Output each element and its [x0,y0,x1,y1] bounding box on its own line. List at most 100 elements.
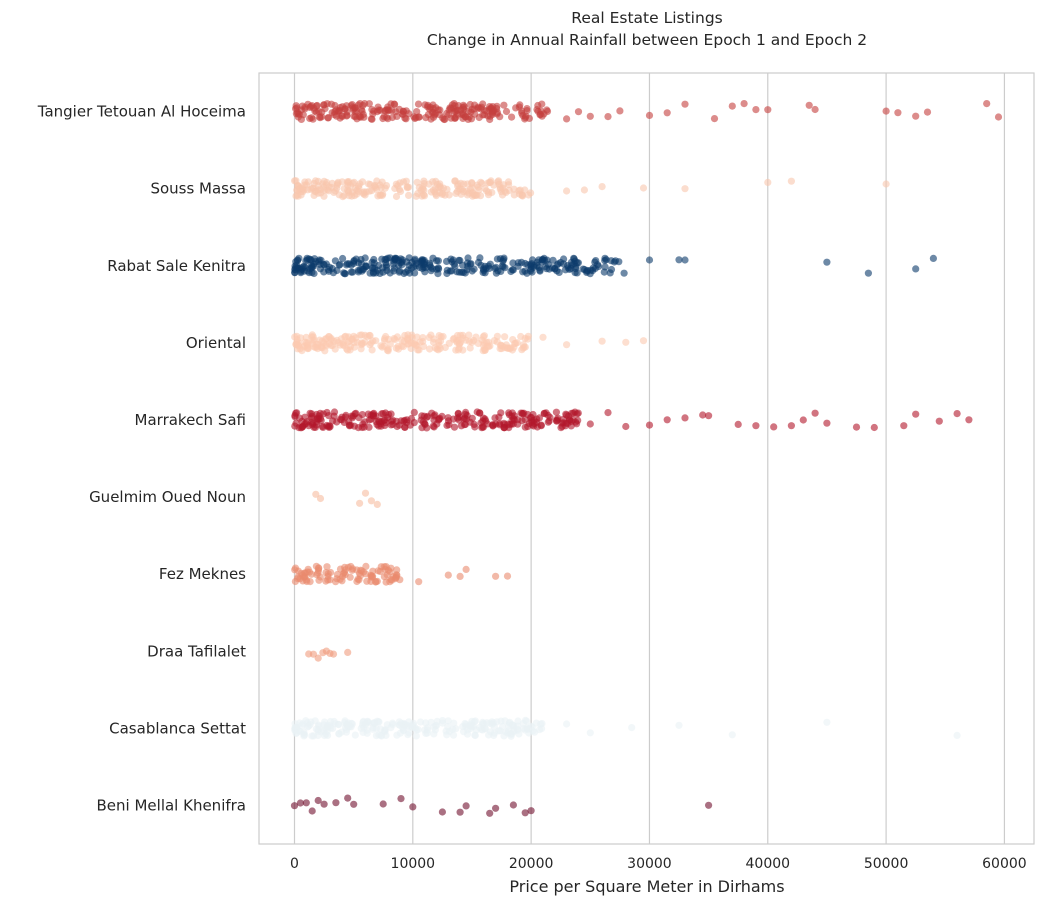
data-point [752,422,760,430]
data-point [406,723,414,731]
data-point [315,258,323,266]
data-point [438,190,446,198]
data-point [527,807,535,815]
data-point [681,100,689,108]
data-point [380,113,388,121]
data-point [545,265,553,273]
data-point [705,801,713,809]
data-point [431,111,439,119]
data-point [330,408,339,416]
data-point [409,803,417,811]
data-point [493,255,501,263]
data-point [398,336,406,344]
data-point [598,183,606,191]
data-point [375,718,383,726]
data-point [935,417,943,425]
data-point [316,494,325,503]
data-point [639,184,648,192]
data-point [519,719,527,728]
data-point [414,726,422,734]
data-point [365,416,373,424]
data-point [301,413,309,421]
data-point [543,106,551,114]
data-point [326,423,334,431]
data-point [366,269,374,277]
data-point [438,808,446,816]
data-point [323,563,331,571]
plot-frame [258,72,1035,845]
data-point [463,180,471,188]
data-point [348,566,356,574]
data-point [416,718,425,726]
data-point [339,193,347,201]
data-point [500,101,508,109]
data-point [418,192,426,200]
x-tick-label: 40000 [746,856,791,872]
data-point [675,256,683,264]
y-tick-label: Draa Tafilalet [147,642,246,660]
data-point [705,412,713,420]
data-point [320,338,328,347]
data-point [291,720,299,728]
data-point [444,414,452,422]
data-point [344,648,352,657]
data-point [402,268,410,276]
data-point [372,412,380,420]
y-tick-label: Guelmim Oued Noun [89,488,246,506]
data-point [443,109,451,118]
data-point [492,572,500,580]
data-point [301,103,309,111]
data-point [516,186,524,194]
data-point [307,185,315,193]
data-point [390,100,398,108]
data-point [398,110,406,118]
data-point [443,185,451,193]
data-point [411,269,419,277]
data-point [325,412,333,420]
data-point [486,728,495,736]
data-point [433,721,441,730]
data-point [787,422,796,430]
data-point [681,256,689,264]
data-point [386,340,394,348]
data-point [314,414,322,422]
data-point [460,728,468,736]
data-point [471,731,479,739]
data-point [302,799,310,807]
x-tick-label: 0 [290,856,299,872]
data-point [293,261,301,269]
data-point [309,650,317,658]
data-point [468,338,476,346]
data-point [341,717,349,725]
data-point [324,570,332,578]
data-point [392,254,400,263]
data-point [344,794,352,802]
data-point [445,191,453,199]
data-point [469,722,477,731]
data-point [325,333,333,341]
data-point [852,423,861,431]
data-point [381,421,389,429]
data-point [508,730,516,738]
data-point [392,192,401,201]
data-point [325,183,333,191]
data-point [508,113,516,121]
data-point [460,103,468,111]
data-point [553,261,562,269]
data-point [333,418,341,426]
data-point [464,254,472,262]
x-tick-label: 30000 [627,856,672,872]
data-point [923,108,932,116]
data-point [537,422,545,430]
data-point [413,260,421,268]
data-point [412,732,420,740]
data-point [521,726,529,734]
y-tick-label: Souss Massa [150,180,246,198]
data-point [435,183,443,191]
data-point [312,562,320,570]
data-point [385,106,393,114]
data-point [461,719,469,728]
data-point [521,115,529,123]
data-point [293,186,301,194]
data-point [445,339,453,347]
